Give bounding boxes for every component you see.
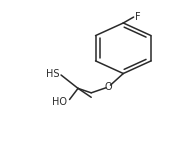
- Text: HO: HO: [52, 98, 67, 108]
- Text: O: O: [104, 82, 112, 92]
- Text: F: F: [135, 12, 140, 22]
- Text: HS: HS: [46, 69, 59, 79]
